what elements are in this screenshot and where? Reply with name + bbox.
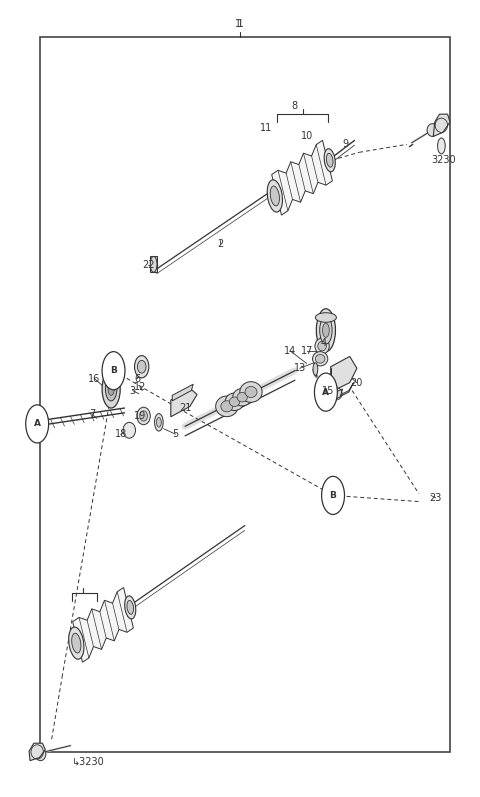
Text: 8: 8 xyxy=(292,101,298,112)
Text: 3230: 3230 xyxy=(431,155,456,165)
Text: 20: 20 xyxy=(351,378,363,387)
Text: 18: 18 xyxy=(115,430,127,439)
Ellipse shape xyxy=(102,370,120,408)
Polygon shape xyxy=(29,743,45,760)
Bar xyxy=(150,257,157,273)
Polygon shape xyxy=(172,384,193,401)
Ellipse shape xyxy=(323,323,329,337)
Text: 2: 2 xyxy=(217,238,223,249)
Ellipse shape xyxy=(156,418,161,427)
Polygon shape xyxy=(330,383,354,402)
Text: 23: 23 xyxy=(430,493,442,503)
Text: 15: 15 xyxy=(322,386,335,395)
Ellipse shape xyxy=(315,355,325,363)
Text: 11: 11 xyxy=(260,124,272,133)
Polygon shape xyxy=(433,114,450,136)
Ellipse shape xyxy=(29,420,34,428)
Ellipse shape xyxy=(267,180,282,212)
Text: 22: 22 xyxy=(142,260,155,270)
Text: 14: 14 xyxy=(284,346,296,355)
Text: B: B xyxy=(110,366,117,375)
Text: B: B xyxy=(330,491,336,500)
Polygon shape xyxy=(72,587,133,662)
Ellipse shape xyxy=(72,633,81,653)
Ellipse shape xyxy=(216,396,238,417)
Ellipse shape xyxy=(229,397,240,406)
Text: 12: 12 xyxy=(133,382,146,391)
Text: 16: 16 xyxy=(88,374,101,383)
Ellipse shape xyxy=(108,383,114,395)
Ellipse shape xyxy=(320,316,332,344)
Text: 3: 3 xyxy=(130,386,136,395)
Ellipse shape xyxy=(134,355,149,378)
Ellipse shape xyxy=(237,392,247,402)
Ellipse shape xyxy=(225,393,244,410)
Text: A: A xyxy=(34,419,41,429)
Ellipse shape xyxy=(438,138,445,154)
Polygon shape xyxy=(272,140,332,215)
Ellipse shape xyxy=(221,401,233,412)
Ellipse shape xyxy=(140,410,147,421)
Ellipse shape xyxy=(245,387,257,398)
Ellipse shape xyxy=(127,600,133,614)
Ellipse shape xyxy=(324,149,335,172)
Ellipse shape xyxy=(427,124,438,136)
Text: 7: 7 xyxy=(89,410,95,419)
Text: 5: 5 xyxy=(172,430,179,439)
Text: 1: 1 xyxy=(235,18,240,29)
Ellipse shape xyxy=(137,407,150,425)
Polygon shape xyxy=(320,389,343,406)
Ellipse shape xyxy=(318,341,326,351)
Ellipse shape xyxy=(233,388,252,406)
Ellipse shape xyxy=(155,414,163,431)
Text: ↳3230: ↳3230 xyxy=(72,756,105,767)
Ellipse shape xyxy=(69,627,84,659)
Circle shape xyxy=(322,477,345,514)
Text: 17: 17 xyxy=(300,346,313,355)
Polygon shape xyxy=(171,388,197,417)
Text: A: A xyxy=(323,387,329,397)
Ellipse shape xyxy=(125,596,136,619)
Ellipse shape xyxy=(313,363,318,375)
Ellipse shape xyxy=(123,422,135,438)
Bar xyxy=(39,37,450,752)
Polygon shape xyxy=(331,356,357,392)
Text: 21: 21 xyxy=(179,403,192,413)
Ellipse shape xyxy=(240,382,262,402)
Text: 6: 6 xyxy=(134,374,141,383)
Text: 13: 13 xyxy=(294,363,306,373)
Ellipse shape xyxy=(316,308,336,351)
Text: 1: 1 xyxy=(237,18,243,29)
Circle shape xyxy=(102,351,125,390)
Ellipse shape xyxy=(315,312,336,322)
Ellipse shape xyxy=(137,360,146,373)
Text: 4: 4 xyxy=(321,338,326,348)
Text: 10: 10 xyxy=(300,132,313,141)
Text: 9: 9 xyxy=(342,139,348,149)
Circle shape xyxy=(314,373,337,411)
Ellipse shape xyxy=(106,377,117,401)
Ellipse shape xyxy=(270,186,279,206)
Ellipse shape xyxy=(150,257,157,273)
Ellipse shape xyxy=(315,338,329,354)
Ellipse shape xyxy=(326,153,333,167)
Text: 19: 19 xyxy=(133,411,146,421)
Ellipse shape xyxy=(35,748,46,760)
Circle shape xyxy=(26,405,48,443)
Ellipse shape xyxy=(312,351,328,366)
